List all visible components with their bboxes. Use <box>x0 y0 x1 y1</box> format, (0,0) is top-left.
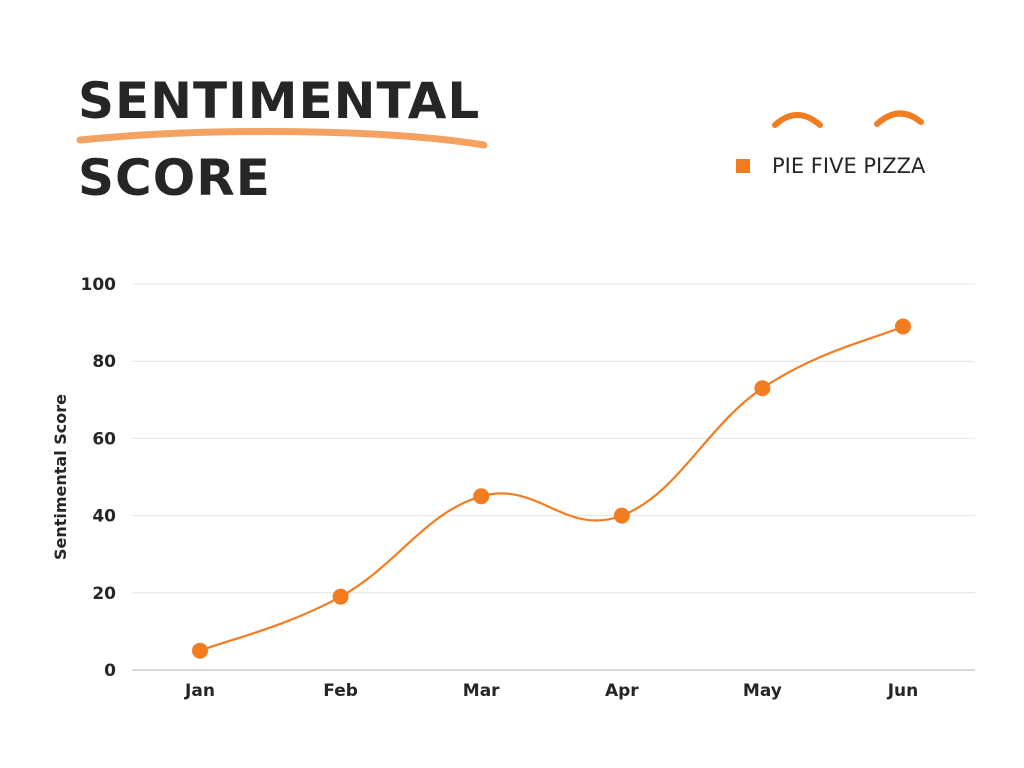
underline-stroke <box>76 128 488 149</box>
smile-decoration <box>772 110 924 128</box>
x-tick-label: Feb <box>323 681 358 701</box>
y-axis-title: Sentimental Score <box>51 394 70 560</box>
x-tick-label: May <box>743 681 782 701</box>
data-point-feb[interactable] <box>332 588 349 605</box>
x-tick-label: Mar <box>463 681 500 701</box>
y-tick-label: 20 <box>92 584 116 604</box>
grid-layer <box>132 283 975 671</box>
legend-label: PIE FIVE PIZZA <box>772 154 926 178</box>
y-axis-ticks: 0 20 40 60 80 100 <box>81 275 117 681</box>
data-point-jan[interactable] <box>192 642 208 659</box>
series-line <box>199 325 904 652</box>
legend-swatch <box>736 159 750 173</box>
smile-arc-left <box>772 112 823 128</box>
data-point-mar[interactable] <box>473 488 490 505</box>
smile-arc-right <box>874 110 924 127</box>
x-axis-ticks: Jan Feb Mar Apr May Jun <box>184 681 918 701</box>
marker-layer <box>192 318 911 659</box>
data-point-jun[interactable] <box>895 318 911 335</box>
chart-title-line-1: SENTIMENTAL <box>78 72 481 130</box>
y-tick-label: 80 <box>92 352 116 372</box>
data-point-may[interactable] <box>754 380 771 397</box>
y-tick-label: 60 <box>92 429 116 449</box>
y-tick-label: 40 <box>92 507 116 527</box>
x-tick-label: Jan <box>184 681 215 701</box>
y-tick-label: 100 <box>81 275 117 295</box>
y-tick-label: 0 <box>104 661 116 681</box>
x-tick-label: Jun <box>887 681 919 701</box>
chart-legend: PIE FIVE PIZZA <box>736 154 925 178</box>
title-underline-decoration <box>76 128 488 149</box>
x-tick-label: Apr <box>605 681 639 701</box>
data-point-apr[interactable] <box>613 507 630 524</box>
series-layer <box>199 325 904 652</box>
chart-title-line-2: SCORE <box>78 149 271 207</box>
